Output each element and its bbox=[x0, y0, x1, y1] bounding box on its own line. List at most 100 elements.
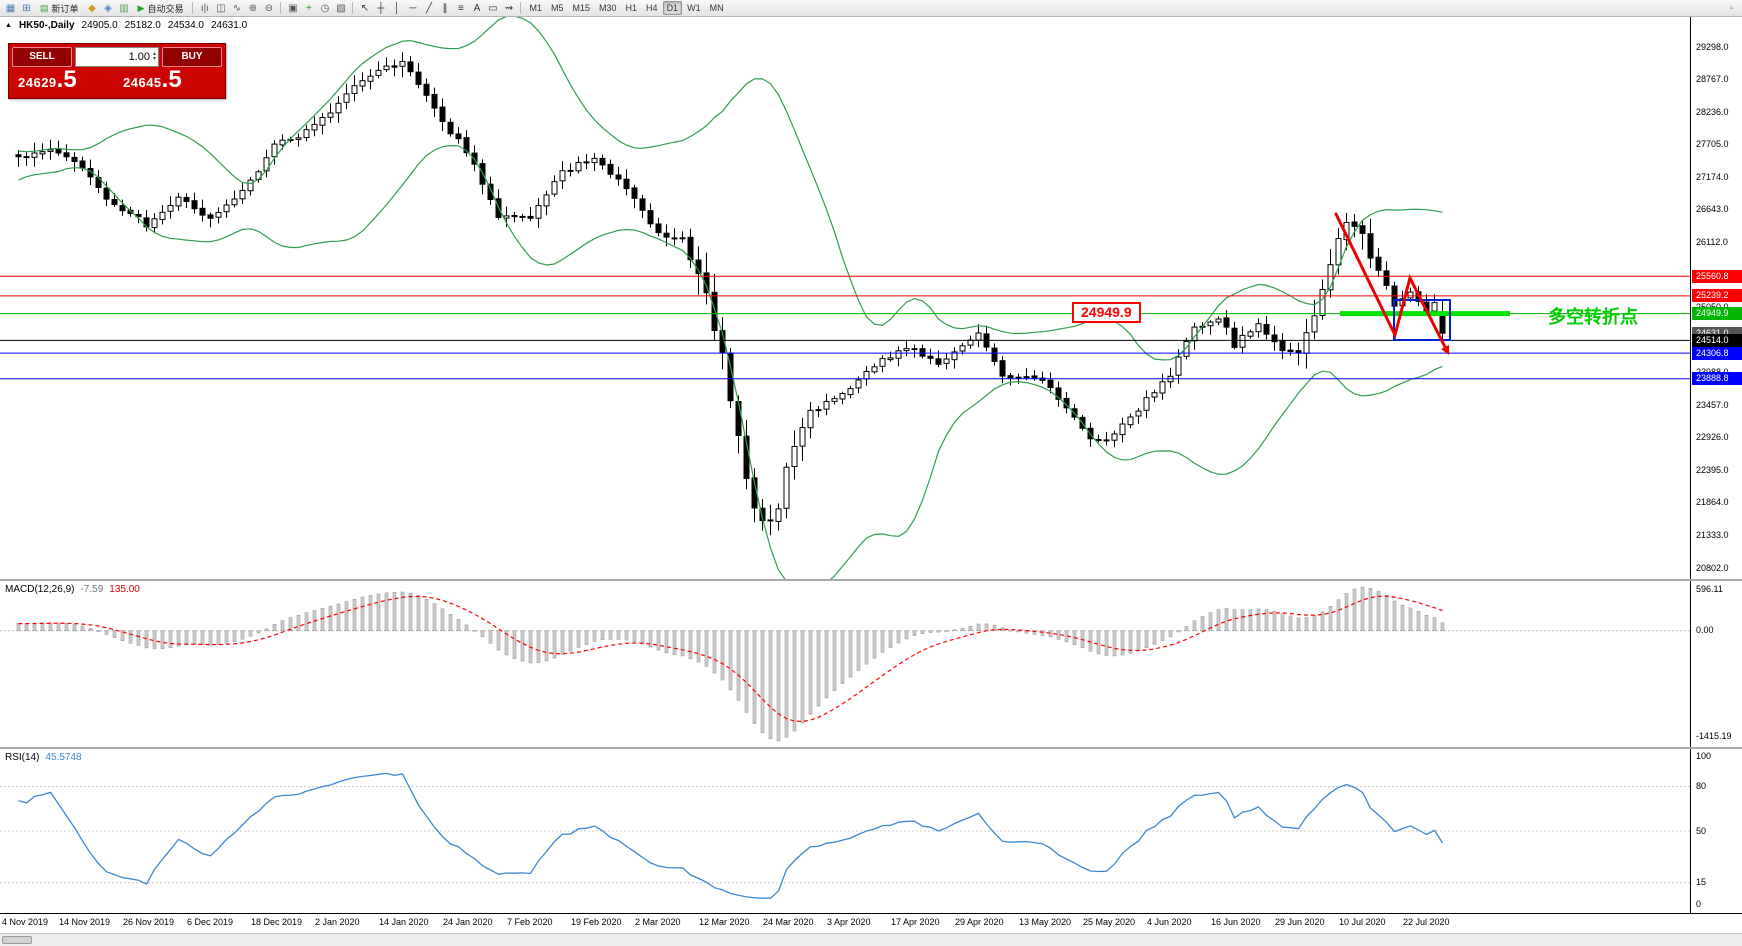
time-axis-label: 13 May 2020 bbox=[1019, 917, 1072, 927]
time-axis-label: 24 Jan 2020 bbox=[443, 917, 493, 927]
rsi-pane[interactable]: 100 80 50 15 0 RSI(14) 45.5748 bbox=[0, 749, 1742, 913]
timeframe-m1-button[interactable]: M1 bbox=[529, 3, 542, 13]
time-axis-label: 12 Mar 2020 bbox=[699, 917, 750, 927]
new-chart-icon[interactable]: ▦ bbox=[5, 3, 16, 14]
text-label-icon[interactable]: ▭ bbox=[488, 3, 498, 14]
time-axis-label: 18 Dec 2019 bbox=[251, 917, 303, 927]
rsi-scale-label: 15 bbox=[1696, 877, 1707, 888]
bar-chart-mode-icon[interactable]: ı|ı bbox=[200, 3, 210, 14]
time-axis-label: 29 Jun 2020 bbox=[1275, 917, 1325, 927]
time-axis-label: 29 Apr 2020 bbox=[955, 917, 1004, 927]
ohlc-low: 24534.0 bbox=[167, 20, 204, 31]
bottom-strip bbox=[0, 933, 1742, 946]
navigator-icon[interactable]: ◈ bbox=[104, 3, 112, 14]
timeframe-d1-button[interactable]: D1 bbox=[662, 1, 683, 15]
price-line-badge: 25560.8 bbox=[1692, 269, 1742, 283]
market-watch-icon[interactable]: ◆ bbox=[88, 3, 96, 14]
macd-header: MACD(12,26,9) -7.59 135.00 bbox=[5, 584, 140, 595]
price-line-badge: 23888.8 bbox=[1692, 372, 1742, 386]
pane-divider[interactable] bbox=[0, 747, 1742, 749]
time-axis-label: 14 Nov 2019 bbox=[59, 917, 111, 927]
rsi-scale[interactable]: 100 80 50 15 0 bbox=[1690, 749, 1742, 913]
rsi-title: RSI(14) bbox=[5, 752, 40, 763]
macd-scale[interactable]: 596.11 0.00 -1415.19 bbox=[1690, 581, 1742, 747]
ohlc-open: 24905.0 bbox=[81, 20, 118, 31]
chart-header: ▲ HK50-,Daily 24905.0 25182.0 24534.0 24… bbox=[5, 20, 247, 31]
macd-pane[interactable]: 596.11 0.00 -1415.19 MACD(12,26,9) -7.59 1… bbox=[0, 581, 1742, 747]
price-tick-label: 23457.0 bbox=[1696, 399, 1729, 410]
price-level-callout[interactable]: 24949.9 bbox=[1072, 302, 1141, 323]
price-tick-label: 21864.0 bbox=[1696, 497, 1729, 508]
turning-point-label[interactable]: 多空转折点 bbox=[1548, 307, 1638, 327]
price-scale[interactable]: 29298.0 28767.0 28236.0 27705.0 27174.0 26643… bbox=[1690, 17, 1742, 579]
tile-windows-icon[interactable]: ▣ bbox=[288, 3, 298, 14]
scroll-grip[interactable] bbox=[2, 936, 32, 944]
arrows-icon[interactable]: ⇝ bbox=[504, 3, 514, 14]
new-order-button[interactable]: ▤ 新订单 bbox=[35, 1, 84, 15]
sell-price-display[interactable]: 24629.5 bbox=[12, 68, 117, 95]
candlestick-mode-icon[interactable]: ◫ bbox=[216, 3, 226, 14]
time-axis[interactable]: 4 Nov 2019 14 Nov 2019 26 Nov 2019 6 Dec 20… bbox=[0, 913, 1742, 933]
price-tick-label: 26112.0 bbox=[1696, 236, 1728, 247]
chart-title: HK50-,Daily bbox=[18, 20, 75, 31]
macd-main-value: -7.59 bbox=[80, 584, 104, 595]
horizontal-line-icon[interactable]: ─ bbox=[409, 3, 417, 14]
timeframe-h1-button[interactable]: H1 bbox=[625, 3, 638, 13]
price-chart-canvas[interactable] bbox=[0, 17, 1690, 579]
macd-scale-label: 596.11 bbox=[1696, 584, 1723, 594]
crosshair-icon[interactable]: ┼ bbox=[377, 3, 385, 14]
pane-divider[interactable] bbox=[0, 579, 1742, 581]
fibonacci-icon[interactable]: ≡ bbox=[458, 3, 464, 14]
volume-down-icon[interactable]: ▾ bbox=[152, 56, 156, 62]
cursor-icon[interactable]: ↖ bbox=[360, 3, 370, 14]
buy-button[interactable]: BUY bbox=[162, 47, 222, 67]
volume-up-icon[interactable]: ▴ bbox=[152, 51, 156, 57]
one-click-trading-panel: SELL 1.00 ▴ ▾ BUY 24629.5 24645.5 bbox=[8, 43, 226, 99]
channel-icon[interactable]: ∥ bbox=[442, 3, 448, 14]
time-axis-label: 7 Feb 2020 bbox=[507, 917, 553, 927]
sell-button[interactable]: SELL bbox=[12, 47, 72, 67]
price-tick-label: 26643.0 bbox=[1696, 204, 1729, 215]
macd-title: MACD(12,26,9) bbox=[5, 584, 75, 595]
time-axis-label: 22 Jul 2020 bbox=[1403, 917, 1450, 927]
line-chart-mode-icon[interactable]: ∿ bbox=[232, 3, 242, 14]
time-axis-label: 4 Nov 2019 bbox=[2, 917, 49, 927]
macd-scale-label: 0.00 bbox=[1696, 625, 1714, 636]
templates-icon[interactable]: ▧ bbox=[336, 3, 346, 14]
rsi-scale-label: 0 bbox=[1696, 899, 1702, 909]
timeframe-m5-button[interactable]: M5 bbox=[550, 3, 564, 13]
text-icon[interactable]: A bbox=[473, 3, 481, 14]
trendline-icon[interactable]: ╱ bbox=[425, 3, 432, 14]
macd-canvas[interactable] bbox=[0, 581, 1690, 747]
timeframe-w1-button[interactable]: W1 bbox=[687, 3, 701, 13]
main-chart-pane[interactable]: 29298.0 28767.0 28236.0 27705.0 27174.0 26643… bbox=[0, 17, 1742, 579]
timeframe-m30-button[interactable]: M30 bbox=[599, 3, 617, 13]
time-axis-label: 17 Apr 2020 bbox=[891, 917, 940, 927]
toolbar-separator bbox=[192, 2, 194, 14]
periods-icon[interactable]: ◷ bbox=[320, 3, 330, 14]
volume-input[interactable]: 1.00 ▴ ▾ bbox=[75, 47, 159, 67]
price-tick-label: 27174.0 bbox=[1696, 171, 1729, 182]
price-tick-label: 27705.0 bbox=[1696, 139, 1729, 150]
macd-scale-label: -1415.19 bbox=[1696, 731, 1732, 741]
time-axis-label: 2 Mar 2020 bbox=[635, 917, 681, 927]
timeframe-h4-button[interactable]: H4 bbox=[646, 3, 658, 13]
buy-price-display[interactable]: 24645.5 bbox=[117, 68, 222, 95]
timeframe-mn-button[interactable]: MN bbox=[709, 3, 724, 13]
indicators-icon[interactable]: + bbox=[306, 3, 312, 14]
volume-spinner[interactable]: ▴ ▾ bbox=[152, 51, 156, 62]
chart-windows-icon[interactable]: ⊞ bbox=[22, 3, 31, 14]
toolbar-options-icon[interactable]: ▫ bbox=[1729, 3, 1734, 14]
autotrading-button[interactable]: ▶ 自动交易 bbox=[133, 1, 189, 15]
price-line-badge: 24949.9 bbox=[1692, 307, 1742, 321]
price-tick-label: 22395.0 bbox=[1696, 464, 1729, 475]
collapse-icon[interactable]: ▲ bbox=[5, 22, 12, 29]
zoom-out-icon[interactable]: ⊖ bbox=[264, 3, 274, 14]
terminal-icon[interactable]: ▥ bbox=[119, 3, 129, 14]
timeframe-m15-button[interactable]: M15 bbox=[572, 3, 591, 13]
zoom-in-icon[interactable]: ⊕ bbox=[248, 3, 258, 14]
rsi-canvas[interactable] bbox=[0, 749, 1690, 913]
vertical-line-icon[interactable]: │ bbox=[393, 3, 401, 14]
time-axis-label: 4 Jun 2020 bbox=[1147, 917, 1192, 927]
rsi-scale-label: 100 bbox=[1696, 751, 1712, 761]
